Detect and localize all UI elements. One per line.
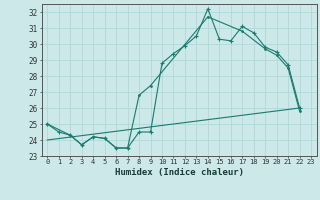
- X-axis label: Humidex (Indice chaleur): Humidex (Indice chaleur): [115, 168, 244, 177]
